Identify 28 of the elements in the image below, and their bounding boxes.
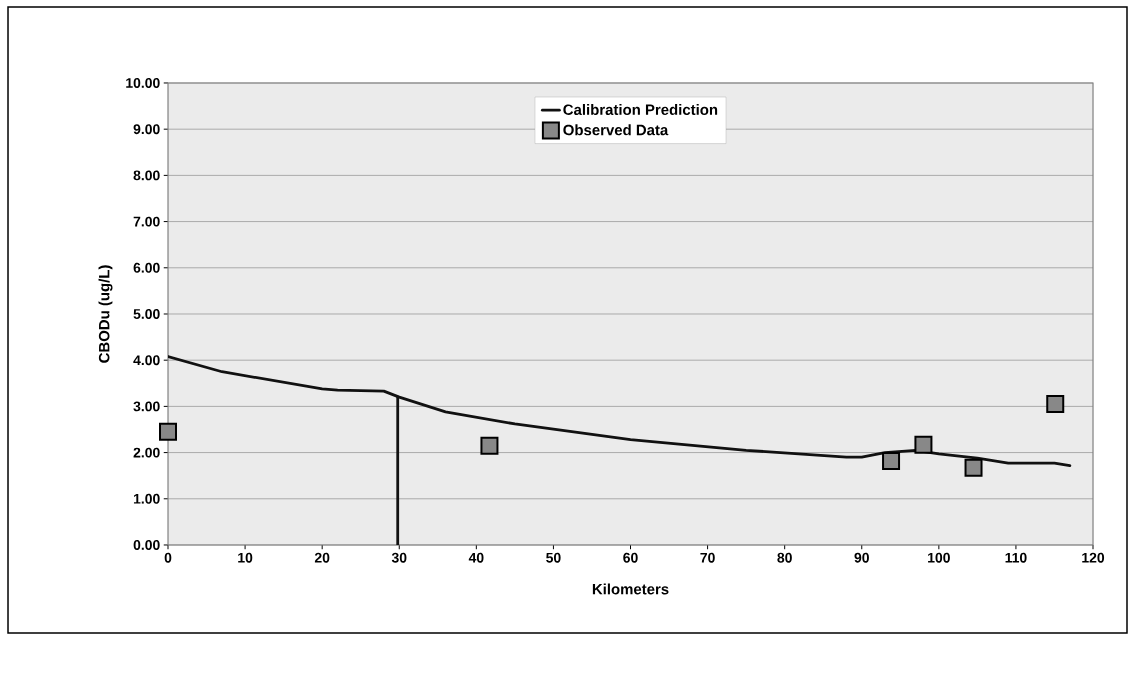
y-tick-label: 2.00 [133,447,160,458]
x-tick-label: 60 [623,552,638,563]
y-tick-label: 5.00 [133,309,160,319]
y-tick-label: 6.00 [133,262,160,273]
y-tick-label: 8.00 [133,170,160,181]
y-tick-label: 1.00 [133,493,160,504]
x-axis-title: Kilometers [592,583,669,595]
y-axis-title: CBODu (ug/L) [98,265,113,363]
x-tick-label: 90 [854,552,869,563]
x-tick-label: 120 [1082,552,1105,563]
y-tick-label: 4.00 [133,355,160,366]
x-tick-label: 80 [777,552,792,563]
y-tick-label: 9.00 [133,124,160,135]
x-tick-label: 40 [468,552,484,563]
x-tick-label: 10 [238,552,253,563]
legend-label: Calibration Prediction [563,104,718,115]
x-tick-label: 110 [1005,552,1027,563]
y-tick-label: 0.00 [133,540,160,550]
x-tick-label: 0 [164,552,172,563]
y-tick-label: 3.00 [133,401,160,412]
legend-label: Observed Data [563,124,669,136]
x-tick-label: 20 [314,552,330,563]
y-tick-label: 10.00 [126,78,160,88]
x-tick-label: 30 [391,552,407,563]
x-tick-label: 70 [700,552,715,563]
x-tick-label: 50 [546,552,561,563]
y-tick-label: 7.00 [133,216,160,227]
x-tick-label: 100 [928,552,950,563]
